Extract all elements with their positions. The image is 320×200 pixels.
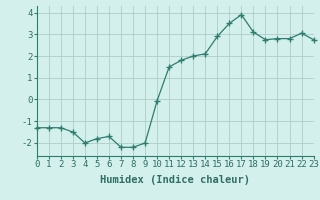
X-axis label: Humidex (Indice chaleur): Humidex (Indice chaleur)	[100, 175, 250, 185]
